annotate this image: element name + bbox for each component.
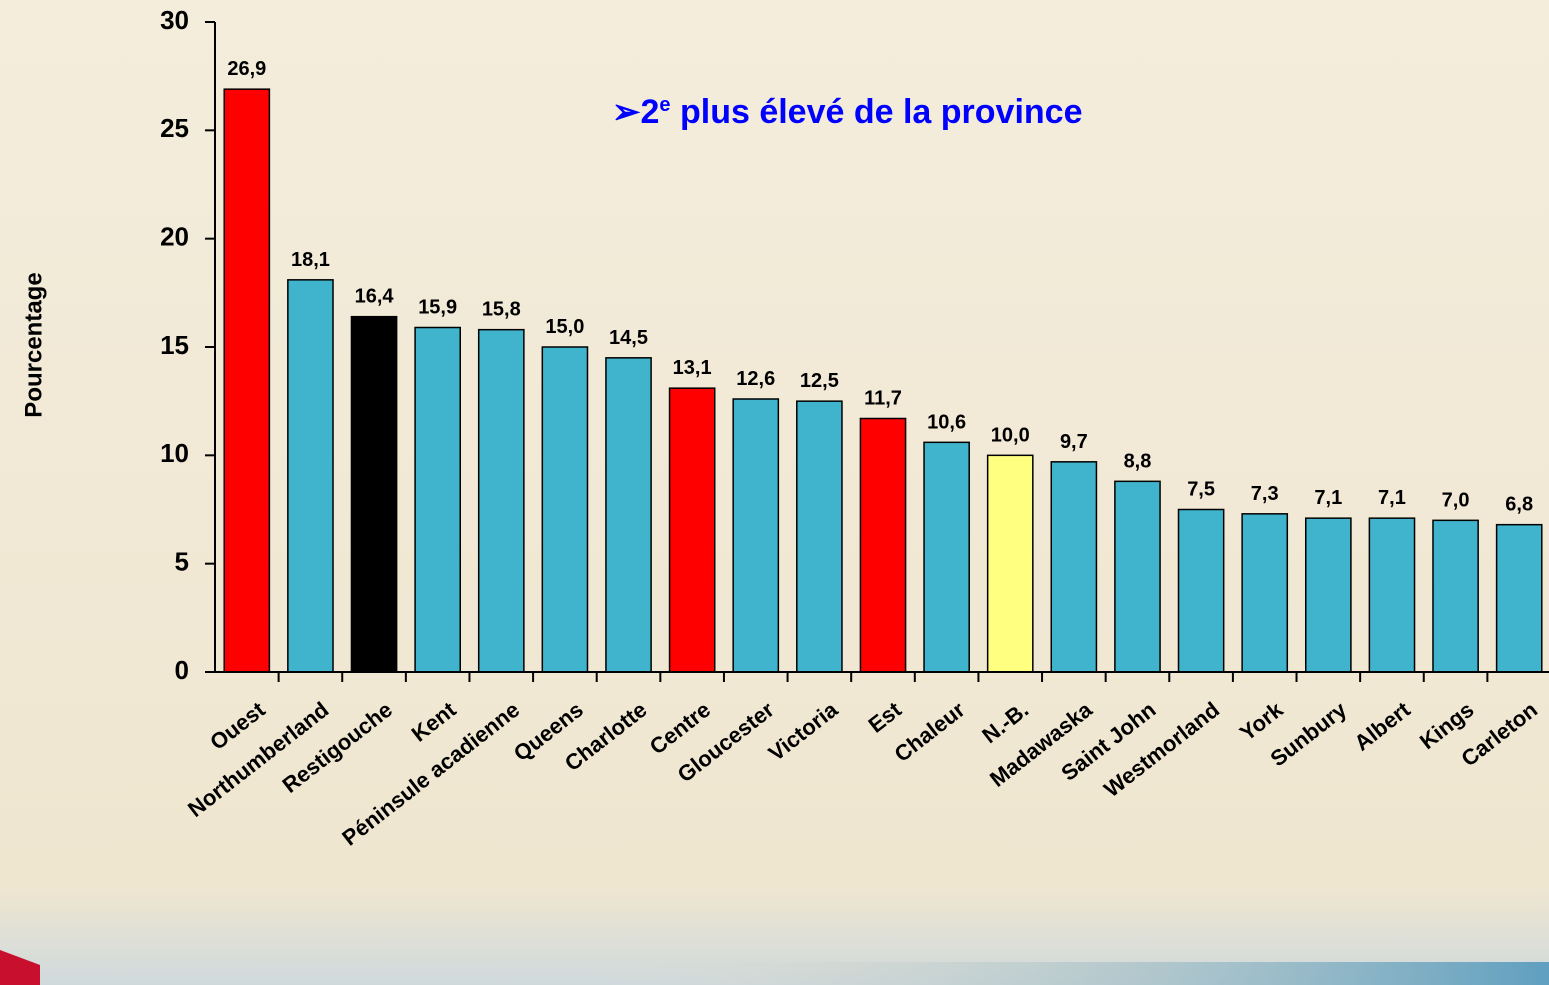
bar [923,441,970,673]
value-label: 12,5 [800,370,839,392]
y-tick-label: 25 [160,113,189,143]
value-label: 11,7 [864,388,902,410]
y-tick-label: 15 [160,330,189,360]
value-label: 15,0 [545,316,584,338]
bar [1368,517,1416,673]
value-label: 10,6 [927,411,966,433]
bar [859,417,907,673]
bar [1241,513,1289,673]
value-label: 8,8 [1124,450,1152,472]
annotation-marker: ➢2 [612,93,659,131]
bar [986,454,1034,673]
value-label: 13,1 [673,357,712,379]
annotation: ➢2e plus élevé de la province [612,93,1082,131]
y-tick-label: 30 [160,5,189,35]
annotation-sup: e [659,94,670,116]
footer-band [600,962,1549,985]
value-label: 15,9 [418,297,457,319]
bar [1050,461,1098,673]
y-tick-label: 20 [160,222,189,252]
bar [287,279,334,673]
bar [541,346,589,673]
bar [668,387,716,673]
y-tick-label: 0 [175,655,189,685]
y-tick-label: 5 [175,547,189,577]
value-label: 16,4 [355,286,395,308]
bar [1114,480,1161,673]
value-label: 7,5 [1187,479,1215,501]
bar [1432,519,1479,673]
y-tick-label: 10 [160,438,189,468]
bar [477,328,525,673]
value-label: 18,1 [291,249,330,271]
value-label: 15,8 [482,299,521,321]
bar [1495,523,1543,673]
logo [0,950,40,985]
value-label: 9,7 [1060,431,1088,453]
bar [1177,508,1225,673]
value-label: 26,9 [227,58,266,80]
value-label: 7,3 [1251,483,1279,505]
y-axis-label: Pourcentage [20,272,47,417]
bar [414,326,462,673]
bar [1304,517,1352,673]
value-label: 6,8 [1505,494,1533,516]
value-label: 7,1 [1378,487,1406,509]
bar [350,315,398,673]
value-label: 7,1 [1314,487,1342,509]
bar [605,357,652,673]
bar [223,88,271,673]
value-label: 14,5 [609,327,648,349]
annotation-text: plus élevé de la province [671,93,1083,131]
bar [796,400,843,673]
bar [732,398,780,673]
value-label: 12,6 [736,368,775,390]
value-label: 7,0 [1442,489,1470,511]
value-label: 10,0 [991,424,1030,446]
